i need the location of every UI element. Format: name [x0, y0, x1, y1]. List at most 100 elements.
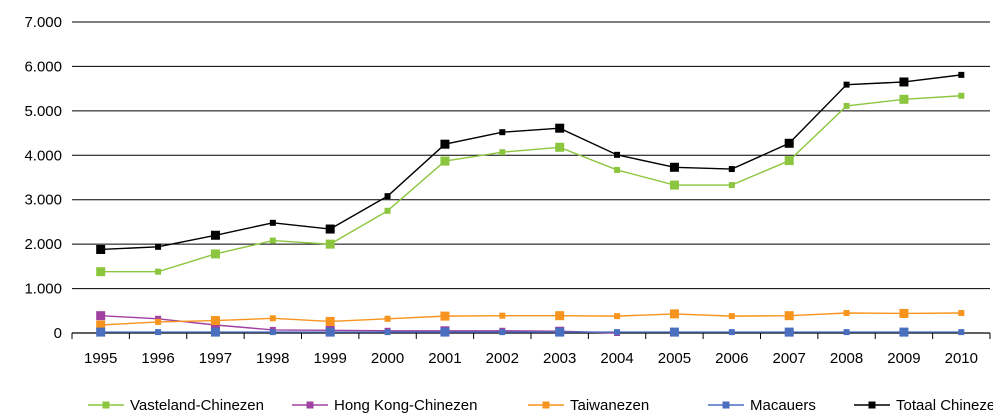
legend-item-taiwanezen: Taiwanezen — [528, 397, 649, 414]
data-point-macauers — [669, 327, 679, 337]
series-totaal-chinezen — [96, 71, 965, 254]
data-point-totaal-chinezen — [784, 138, 794, 148]
x-tick-label: 2009 — [887, 350, 920, 367]
data-point-taiwanezen — [843, 310, 850, 317]
legend-label: Taiwanezen — [570, 397, 649, 414]
gridlines — [72, 21, 990, 290]
data-point-taiwanezen — [269, 315, 276, 322]
data-point-totaal-chinezen — [440, 139, 450, 149]
series-line-totaal-chinezen — [100, 74, 962, 251]
data-point-totaal-chinezen — [96, 244, 106, 254]
legend-label: Totaal Chinezen — [896, 397, 993, 414]
data-point-vasteland-chinezen — [499, 149, 506, 156]
data-point-hong-kong-chinezen — [96, 311, 106, 321]
data-point-taiwanezen — [210, 316, 220, 326]
data-point-taiwanezen — [499, 312, 506, 319]
data-point-macauers — [269, 329, 276, 336]
legend-label: Macauers — [750, 397, 816, 414]
data-point-taiwanezen — [728, 313, 735, 320]
data-point-macauers — [440, 327, 450, 337]
y-tick-label: 3.000 — [24, 192, 62, 209]
data-point-totaal-chinezen — [269, 219, 276, 226]
x-tick-label: 2005 — [658, 350, 691, 367]
y-tick-label: 6.000 — [24, 58, 62, 75]
data-point-vasteland-chinezen — [843, 102, 850, 109]
data-point-vasteland-chinezen — [96, 267, 106, 277]
x-tick-label: 1998 — [256, 350, 289, 367]
x-tick-label: 2010 — [945, 350, 978, 367]
series-line-hong-kong-chinezen — [100, 314, 618, 334]
legend-swatch-marker — [542, 401, 550, 409]
data-point-taiwanezen — [669, 309, 679, 319]
data-point-taiwanezen — [784, 311, 794, 321]
data-point-macauers — [728, 329, 735, 336]
data-point-macauers — [384, 329, 391, 336]
data-point-vasteland-chinezen — [899, 94, 909, 104]
x-tick-label: 1999 — [314, 350, 347, 367]
x-tick-label: 2002 — [486, 350, 519, 367]
data-point-vasteland-chinezen — [958, 92, 965, 99]
data-point-macauers — [210, 327, 220, 337]
x-tick-label: 2000 — [371, 350, 404, 367]
data-point-totaal-chinezen — [155, 243, 162, 250]
data-point-totaal-chinezen — [555, 123, 565, 133]
data-point-macauers — [784, 327, 794, 337]
data-point-totaal-chinezen — [614, 151, 621, 158]
data-point-macauers — [555, 327, 565, 337]
x-tick-label: 2004 — [600, 350, 633, 367]
legend-item-vasteland-chinezen: Vasteland-Chinezen — [88, 397, 264, 414]
data-point-macauers — [325, 327, 335, 337]
legend-item-macauers: Macauers — [708, 397, 816, 414]
data-point-taiwanezen — [555, 311, 565, 321]
series-taiwanezen — [96, 308, 965, 330]
data-point-vasteland-chinezen — [269, 237, 276, 244]
data-point-totaal-chinezen — [669, 162, 679, 172]
x-tick-label: 2003 — [543, 350, 576, 367]
data-point-vasteland-chinezen — [555, 142, 565, 152]
x-tick-label: 1997 — [199, 350, 232, 367]
data-point-vasteland-chinezen — [614, 166, 621, 173]
x-tick-label: 2001 — [428, 350, 461, 367]
x-tick-label: 2008 — [830, 350, 863, 367]
x-tick-label: 2006 — [715, 350, 748, 367]
data-point-macauers — [155, 329, 162, 336]
legend-label: Hong Kong-Chinezen — [334, 397, 477, 414]
data-point-vasteland-chinezen — [784, 156, 794, 166]
y-tick-label: 4.000 — [24, 147, 62, 164]
data-point-taiwanezen — [384, 315, 391, 322]
data-point-vasteland-chinezen — [728, 182, 735, 189]
data-point-vasteland-chinezen — [325, 239, 335, 249]
legend-swatch-marker — [722, 401, 730, 409]
data-point-taiwanezen — [899, 308, 909, 318]
data-point-taiwanezen — [325, 316, 335, 326]
x-tick-label: 1995 — [84, 350, 117, 367]
y-tick-label: 0 — [54, 325, 62, 342]
legend: Vasteland-Chinezen Hong Kong-Chinezen Taiw… — [88, 397, 993, 414]
data-point-macauers — [614, 329, 621, 336]
legend-label: Vasteland-Chinezen — [130, 397, 264, 414]
data-point-taiwanezen — [96, 320, 106, 330]
data-point-totaal-chinezen — [325, 224, 335, 234]
y-tick-label: 2.000 — [24, 236, 62, 253]
legend-swatch-marker — [102, 401, 110, 409]
data-point-totaal-chinezen — [843, 81, 850, 88]
y-tick-label: 5.000 — [24, 103, 62, 120]
legend-item-totaal-chinezen: Totaal Chinezen — [854, 397, 993, 414]
data-point-vasteland-chinezen — [210, 249, 220, 259]
axes — [71, 332, 991, 339]
legend-swatch-marker — [306, 401, 314, 409]
data-point-vasteland-chinezen — [384, 207, 391, 214]
data-point-macauers — [499, 329, 506, 336]
y-tick-label: 1.000 — [24, 281, 62, 298]
data-point-macauers — [958, 329, 965, 336]
data-point-totaal-chinezen — [499, 129, 506, 136]
series-vasteland-chinezen — [96, 92, 965, 277]
data-point-taiwanezen — [958, 310, 965, 317]
y-tick-label: 7.000 — [24, 14, 62, 31]
data-series — [96, 71, 965, 337]
x-tick-label: 2007 — [773, 350, 806, 367]
x-axis-tick-labels: 1995 1996 1997 1998 1999 2000 2001 2002 2003 2004… — [84, 350, 978, 367]
series-macauers — [96, 327, 965, 337]
